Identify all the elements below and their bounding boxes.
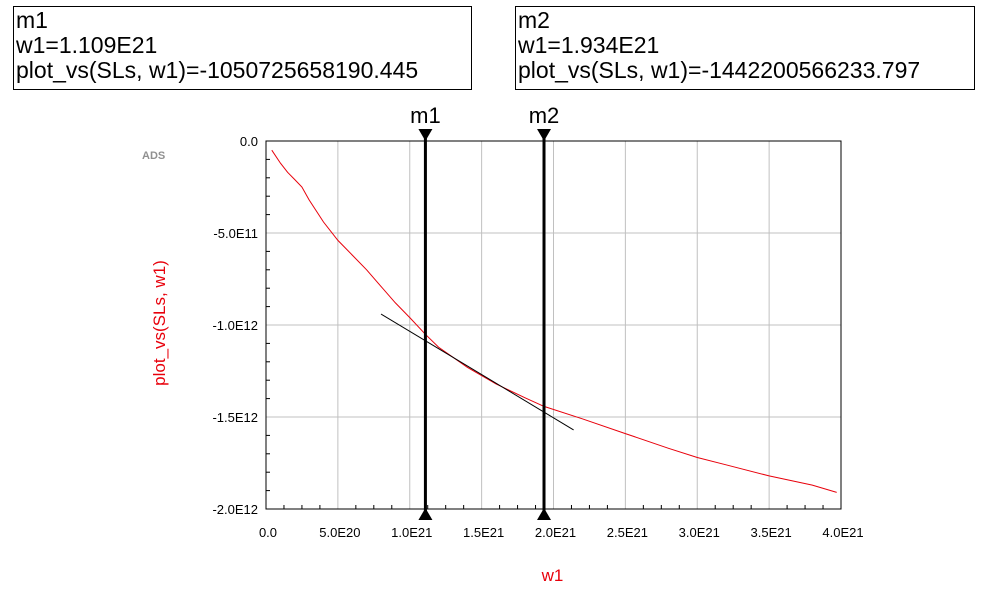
marker-label-m2: m2 xyxy=(529,103,560,128)
y-tick-label: -5.0E11 xyxy=(213,226,258,241)
data-series-line xyxy=(271,149,837,493)
y-axis-label: plot_vs(SLs, w1) xyxy=(150,260,169,386)
x-tick-label: 1.5E21 xyxy=(463,525,504,540)
x-tick-label: 4.0E21 xyxy=(822,525,863,540)
marker-bottom-arrow xyxy=(537,508,552,520)
marker-x-readout: w1=1.109E21 xyxy=(16,32,158,58)
x-tick-label: 1.0E21 xyxy=(391,525,432,540)
x-tick-label: 2.5E21 xyxy=(607,525,648,540)
marker-top-arrow xyxy=(418,129,433,141)
y-tick-label: -1.5E12 xyxy=(212,410,258,425)
x-tick-label: 2.0E21 xyxy=(535,525,576,540)
marker-top-arrow xyxy=(537,129,552,141)
y-tick-label: -1.0E12 xyxy=(212,318,258,333)
x-tick-label: 0.0 xyxy=(259,525,277,540)
series-group xyxy=(271,149,837,493)
x-tick-label: 5.0E20 xyxy=(319,525,360,540)
x-tick-label: 3.0E21 xyxy=(679,525,720,540)
marker-readout-m2: m2 w1=1.934E21 plot_vs(SLs, w1)=-1442200… xyxy=(515,6,975,90)
y-tick-label: -2.0E12 xyxy=(212,502,258,517)
marker-label-m1: m1 xyxy=(410,103,441,128)
grid xyxy=(266,141,841,509)
marker-x-readout: w1=1.934E21 xyxy=(518,32,660,58)
marker-y-readout: plot_vs(SLs, w1)=-1050725658190.445 xyxy=(16,57,419,83)
plot-frame xyxy=(265,140,842,510)
axis-ticks: 0.0 5.0E20 1.0E21 1.5E21 2.0E21 2.5E21 3.0E21 3… xyxy=(212,134,863,540)
marker-name: m1 xyxy=(16,7,48,33)
y-tick-label: 0.0 xyxy=(240,134,258,149)
marker-name: m2 xyxy=(518,7,550,33)
x-axis-label: w1 xyxy=(541,566,564,585)
x-tick-label: 3.5E21 xyxy=(751,525,792,540)
brand-label: ADS xyxy=(142,150,165,162)
marker-bottom-arrow xyxy=(418,508,433,520)
marker-y-readout: plot_vs(SLs, w1)=-1442200566233.797 xyxy=(518,57,921,83)
marker-group: m1 m2 xyxy=(410,103,559,520)
marker-readout-m1: m1 w1=1.109E21 plot_vs(SLs, w1)=-1050725… xyxy=(13,6,472,90)
tangent-line xyxy=(380,313,574,431)
